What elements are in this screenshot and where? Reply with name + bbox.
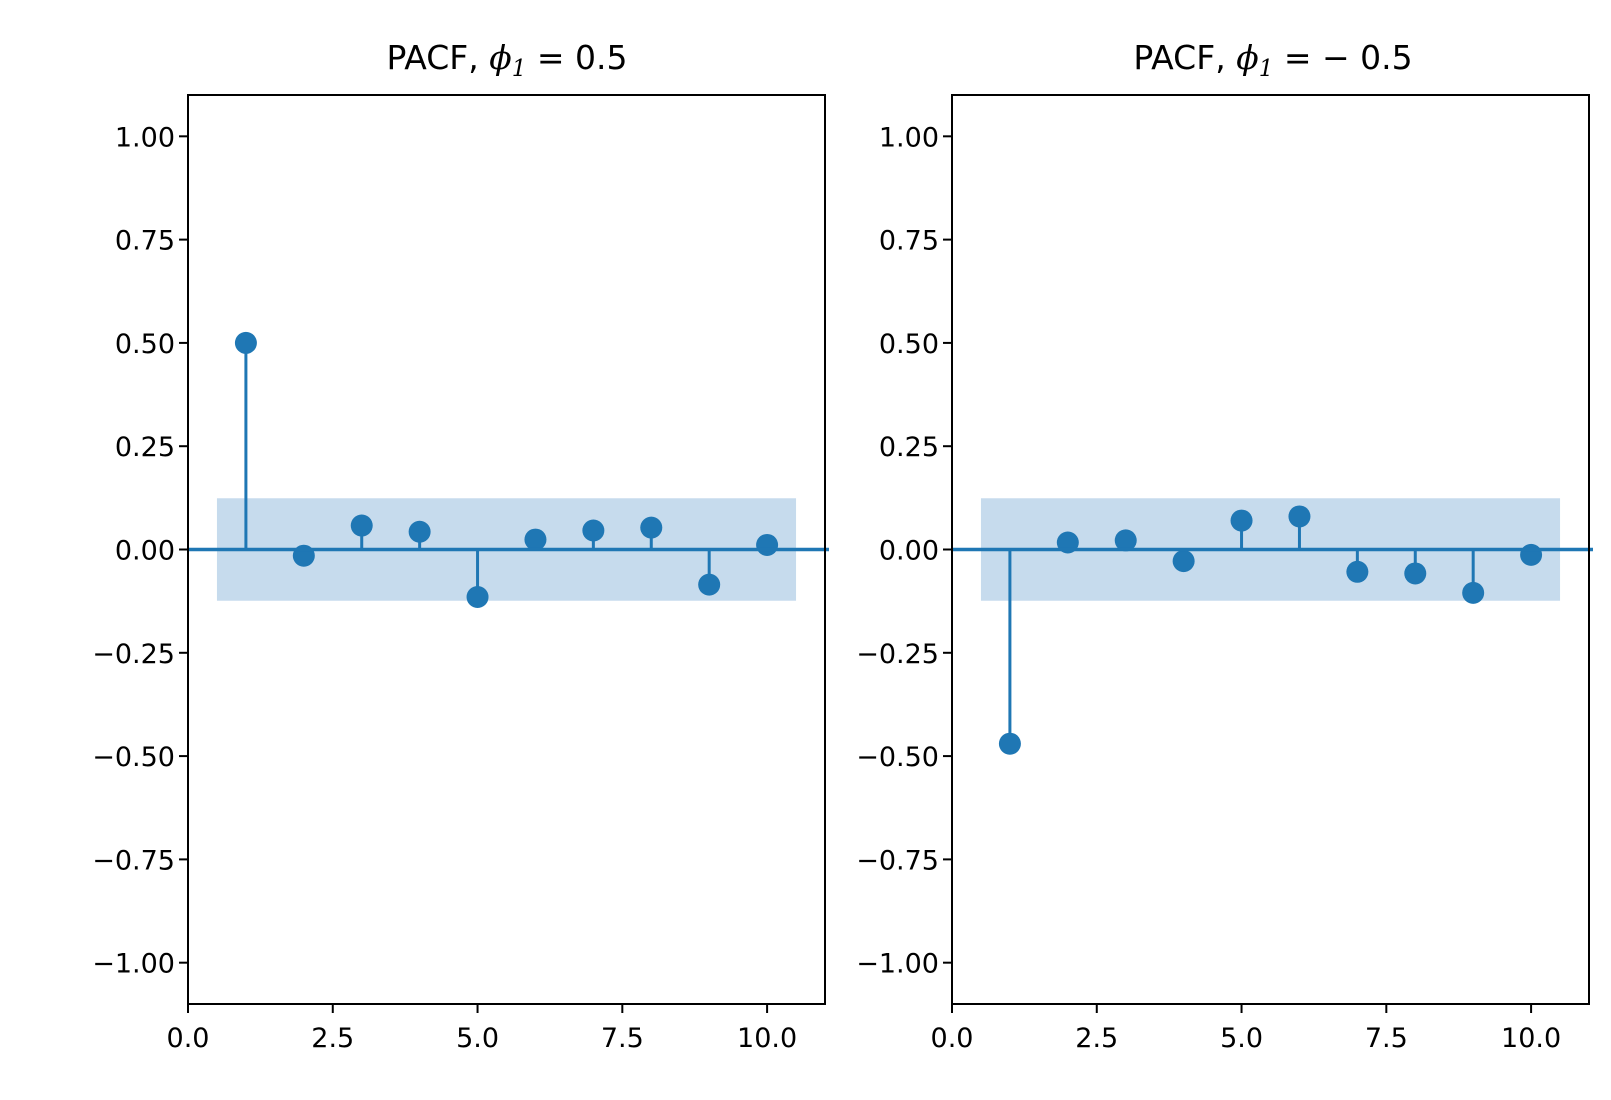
x-tick-label: 5.0 xyxy=(456,1023,499,1054)
stem-marker xyxy=(234,331,257,354)
y-tick-label: 0.25 xyxy=(879,432,939,463)
y-tick-label: −0.25 xyxy=(856,639,939,670)
y-tick-label: 0.25 xyxy=(115,432,175,463)
title-phi-symbol: ϕ xyxy=(1236,38,1259,77)
pacf-panel-phi-negative: PACF, ϕ1 = − 0.5 1.00 0.75 0.50 0.25 0.00 −0.… xyxy=(856,38,1593,1054)
y-tick-label: −0.25 xyxy=(92,639,175,670)
stem-marker xyxy=(698,573,721,596)
title-suffix: = 0.5 xyxy=(526,38,627,77)
stem-marker xyxy=(1520,543,1543,566)
stem-marker xyxy=(524,528,547,551)
title-prefix: PACF, xyxy=(1133,38,1236,77)
y-tick-label: 1.00 xyxy=(115,122,175,153)
title-phi-symbol: ϕ xyxy=(489,38,512,77)
x-tick-label: 7.5 xyxy=(601,1023,644,1054)
stem-marker xyxy=(350,514,373,537)
pacf-panel-phi-positive: PACF, ϕ1 = 0.5 1.00 0.75 0.50 0.25 0.00 −0.25… xyxy=(92,38,829,1054)
stem-marker xyxy=(1404,562,1427,585)
stem-marker xyxy=(582,519,605,542)
y-tick-label: −0.75 xyxy=(856,845,939,876)
y-tick-label: 0.00 xyxy=(879,536,939,567)
x-tick-label: 0.0 xyxy=(931,1023,974,1054)
y-tick-label: 0.00 xyxy=(115,536,175,567)
stem-marker xyxy=(1172,550,1195,573)
stem-marker xyxy=(998,732,1021,755)
stem-marker xyxy=(756,533,779,556)
y-tick-label: −0.50 xyxy=(856,742,939,773)
title-suffix: = − 0.5 xyxy=(1273,38,1412,77)
x-tick-label: 2.5 xyxy=(311,1023,354,1054)
stem-marker xyxy=(1114,529,1137,552)
title-subscript: 1 xyxy=(512,56,527,82)
title-prefix: PACF, xyxy=(386,38,489,77)
chart-title: PACF, ϕ1 = − 0.5 xyxy=(1133,38,1412,82)
y-tick-label: 0.75 xyxy=(879,226,939,257)
stem-marker xyxy=(1462,581,1485,604)
stem-marker xyxy=(1346,560,1369,583)
x-tick-label: 5.0 xyxy=(1220,1023,1263,1054)
x-tick-label: 0.0 xyxy=(167,1023,210,1054)
stem-marker xyxy=(408,520,431,543)
y-tick-label: −0.50 xyxy=(92,742,175,773)
title-subscript: 1 xyxy=(1259,56,1274,82)
y-tick-label: 0.50 xyxy=(879,329,939,360)
y-tick-label: 0.75 xyxy=(115,226,175,257)
stem-marker xyxy=(466,586,489,609)
stem-marker xyxy=(1288,505,1311,528)
x-tick-label: 10.0 xyxy=(1501,1023,1561,1054)
stem-marker xyxy=(640,516,663,539)
y-tick-label: 0.50 xyxy=(115,329,175,360)
stem-marker xyxy=(1230,509,1253,532)
stem-series xyxy=(234,331,779,609)
x-tick-label: 10.0 xyxy=(737,1023,797,1054)
x-tick-label: 2.5 xyxy=(1075,1023,1118,1054)
chart-title: PACF, ϕ1 = 0.5 xyxy=(386,38,627,82)
y-tick-label: −1.00 xyxy=(92,949,175,980)
y-tick-label: 1.00 xyxy=(879,122,939,153)
y-tick-label: −1.00 xyxy=(856,949,939,980)
y-tick-label: −0.75 xyxy=(92,845,175,876)
x-tick-label: 7.5 xyxy=(1365,1023,1408,1054)
